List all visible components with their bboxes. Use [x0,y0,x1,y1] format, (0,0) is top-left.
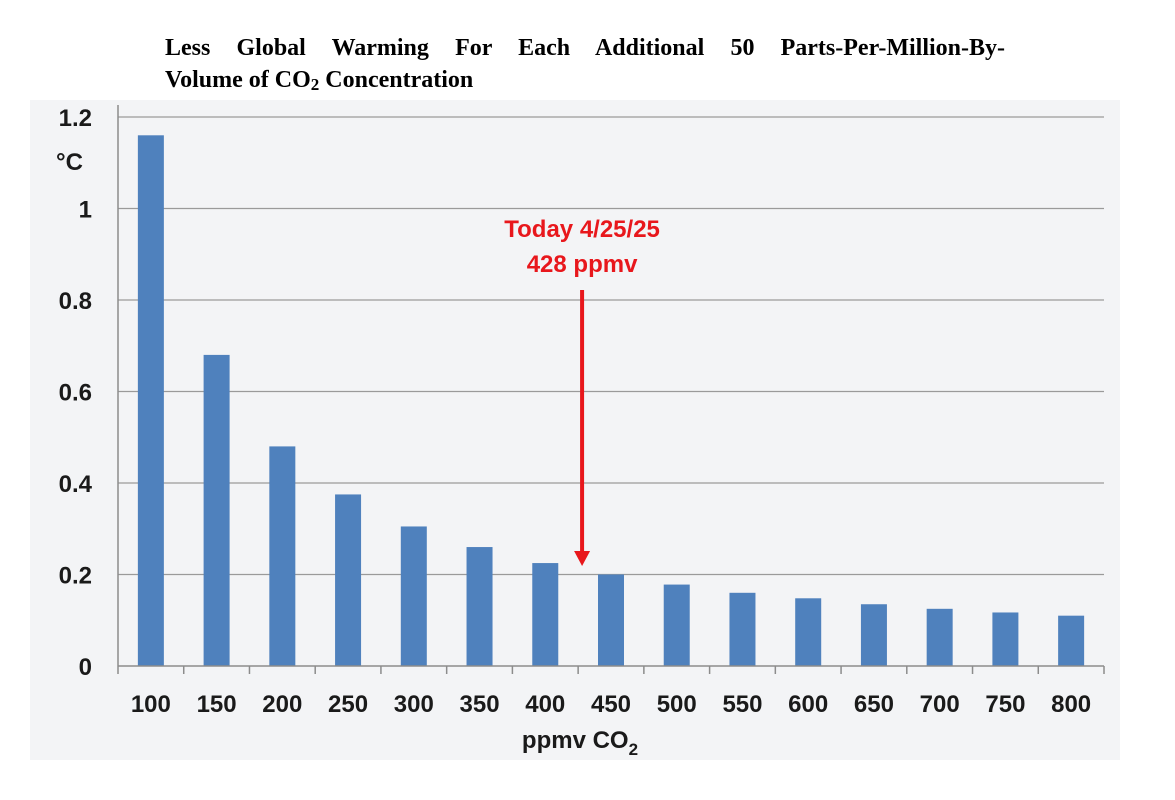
chart-title-line-2-start: Volume of CO [165,67,311,93]
x-tick-label: 600 [788,691,828,718]
bar [729,592,756,666]
plot-background [30,100,1120,760]
x-tick-label: 150 [197,691,237,718]
y-tick-label: 1 [79,197,92,224]
axes [117,105,1105,674]
y-tick-label: 0.8 [59,288,92,315]
bar [466,547,493,666]
y-tick-label: 0.4 [59,471,93,498]
bar [795,598,822,666]
bar [269,446,296,666]
chart-title-line-2: Volume of CO2 Concentration [165,64,1005,96]
bar [663,584,690,666]
y-tick-label: 0.6 [59,380,92,407]
x-axis-label: ppmv CO2 [522,727,638,759]
x-tick-label: 100 [131,691,171,718]
bar [400,526,427,666]
y-tick-label: 1.2 [59,105,92,132]
bar [1058,615,1085,666]
x-axis-label-text: ppmv CO [522,727,629,754]
x-tick-label: 650 [854,691,894,718]
y-tick-labels: 0 0.2 0.4 0.6 0.8 1 1.2 [59,105,93,681]
x-tick-label: 750 [985,691,1025,718]
x-tick-label: 300 [394,691,434,718]
y-tick-label: 0.2 [59,563,92,590]
y-axis-unit-label: °C [56,149,83,176]
y-tick-label: 0 [79,654,92,681]
bar [860,604,887,666]
bar [203,354,230,666]
x-tick-labels: 100 150 200 250 300 350 400 450 500 550 600 650 700 7… [131,691,1091,718]
chart-title-line-2-end: Concentration [319,67,474,93]
x-tick-label: 400 [525,691,565,718]
chart-title: Less Global Warming For Each Additional … [165,32,1005,96]
chart-title-line-1: Less Global Warming For Each Additional … [165,35,1005,61]
x-tick-label: 550 [722,691,762,718]
bar [137,135,164,667]
bar [926,608,953,666]
bars [137,135,1085,667]
today-annotation: Today 4/25/25 428 ppmv [504,216,660,566]
bar [532,563,559,666]
bar [598,574,624,666]
x-tick-label: 500 [657,691,697,718]
x-tick-label: 700 [920,691,960,718]
annotation-ppmv: 428 ppmv [527,251,638,278]
x-axis-label-subscript: 2 [629,740,638,759]
x-tick-label: 250 [328,691,368,718]
chart-title-subscript: 2 [310,75,320,94]
annotation-date: Today 4/25/25 [504,216,660,243]
x-tick-label: 350 [460,691,500,718]
annotation-arrow-head [574,551,591,566]
bar [335,494,362,666]
bar [992,612,1019,666]
x-tick-label: 800 [1051,691,1091,718]
x-tick-label: 200 [262,691,302,718]
x-tick-label: 450 [591,691,631,718]
